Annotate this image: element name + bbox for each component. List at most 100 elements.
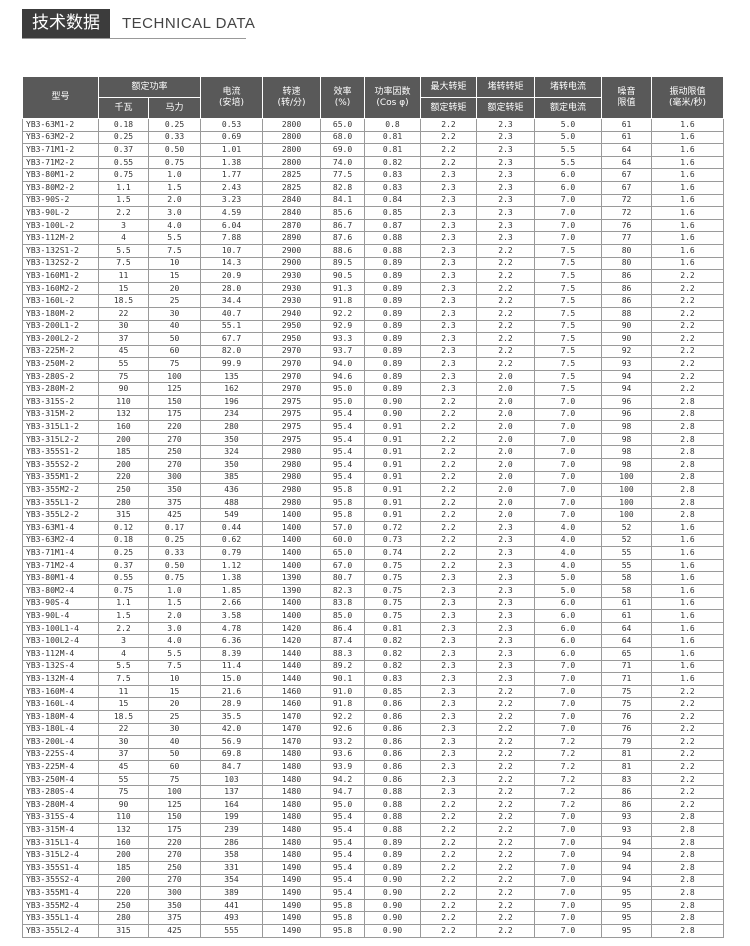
value-cell: 2.3 xyxy=(476,558,536,573)
table-row: YB3-200L1-2 30 40 55.1 2950 92.9 0.89 2.3 2.2 7.5… xyxy=(22,319,725,334)
value-cell: 95.4 xyxy=(320,420,366,434)
value-cell: 40.7 xyxy=(200,306,264,321)
model-cell: YB3-315L2-2 xyxy=(22,432,99,447)
value-cell: 1440 xyxy=(262,672,322,686)
value-cell: 0.84 xyxy=(364,193,422,208)
value-cell: 2900 xyxy=(262,243,322,258)
value-cell: 0.88 xyxy=(364,243,422,258)
table-row: YB3-355L1-4 280 375 493 1490 95.8 0.90 2.2 2.2 7.… xyxy=(22,911,725,925)
value-cell: 94 xyxy=(601,835,653,850)
value-cell: 45 xyxy=(98,344,149,359)
table-head: 型号 额定功率 电流 (安培) 转速 (转/分) 效率 (%) 功率因数 (Cos φ)… xyxy=(22,76,725,119)
table-row: YB3-160M1-2 11 15 20.9 2930 90.5 0.89 2.3 2.2 7.5… xyxy=(22,269,725,283)
value-cell: 175 xyxy=(147,407,202,422)
value-cell: 3.0 xyxy=(147,621,202,636)
header-text: 功率因数 xyxy=(374,86,411,97)
value-cell: 2.3 xyxy=(420,306,478,321)
table-row: YB3-160M2-2 15 20 28.0 2930 91.3 0.89 2.3 2.2 7.5… xyxy=(22,281,725,296)
value-cell: 2.2 xyxy=(476,243,536,258)
value-cell: 5.0 xyxy=(534,130,603,145)
value-cell: 95.4 xyxy=(320,470,366,485)
value-cell: 0.89 xyxy=(364,369,422,384)
value-cell: 95.4 xyxy=(320,861,366,875)
value-cell: 2.8 xyxy=(651,924,725,938)
value-cell: 90 xyxy=(98,798,149,812)
value-cell: 2.2 xyxy=(651,735,725,749)
value-cell: 1390 xyxy=(262,571,322,585)
value-cell: 0.18 xyxy=(98,533,149,548)
model-cell: YB3-315S-2 xyxy=(22,395,99,409)
value-cell: 0.87 xyxy=(364,218,422,233)
value-cell: 2.2 xyxy=(420,810,478,825)
value-cell: 7.5 xyxy=(98,672,149,686)
value-cell: 1.6 xyxy=(651,546,725,560)
value-cell: 64 xyxy=(601,155,653,170)
value-cell: 50 xyxy=(147,747,202,762)
value-cell: 6.0 xyxy=(534,180,603,195)
value-cell: 2.2 xyxy=(651,747,725,762)
value-cell: 1.6 xyxy=(651,143,725,157)
value-cell: 7.5 xyxy=(147,659,202,674)
value-cell: 91.8 xyxy=(320,697,366,711)
value-cell: 0.75 xyxy=(98,168,149,182)
value-cell: 2.8 xyxy=(651,835,725,850)
value-cell: 1.6 xyxy=(651,621,725,636)
value-cell: 2.2 xyxy=(476,306,536,321)
value-cell: 0.91 xyxy=(364,432,422,447)
value-cell: 0.17 xyxy=(147,521,202,535)
value-cell: 74.0 xyxy=(320,155,366,170)
value-cell: 1400 xyxy=(262,546,322,560)
value-cell: 7.0 xyxy=(534,193,603,208)
table-row: YB3-315L2-4 200 270 358 1480 95.4 0.89 2.2 2.2 7.… xyxy=(22,848,725,863)
value-cell: 0.91 xyxy=(364,483,422,497)
value-cell: 0.86 xyxy=(364,760,422,774)
value-cell: 103 xyxy=(200,772,264,787)
value-cell: 1390 xyxy=(262,583,322,598)
value-cell: 2.8 xyxy=(651,861,725,875)
value-cell: 55 xyxy=(98,357,149,371)
value-cell: 1400 xyxy=(262,508,322,522)
model-cell: YB3-280M-4 xyxy=(22,798,99,812)
table-row: YB3-80M2-4 0.75 1.0 1.85 1390 82.3 0.75 2.3 2.3 5… xyxy=(22,583,725,598)
section-title: 技术数据 xyxy=(22,9,110,38)
value-cell: 2.2 xyxy=(651,369,725,384)
table-row: YB3-90L-4 1.5 2.0 3.58 1400 85.0 0.75 2.3 2.3 6.0… xyxy=(22,609,725,623)
value-cell: 2.2 xyxy=(476,319,536,334)
value-cell: 2.2 xyxy=(420,495,478,510)
value-cell: 3.58 xyxy=(200,609,264,623)
model-cell: YB3-355S1-4 xyxy=(22,861,99,875)
value-cell: 0.91 xyxy=(364,508,422,522)
value-cell: 2.8 xyxy=(651,886,725,900)
value-cell: 76 xyxy=(601,709,653,724)
value-cell: 2.3 xyxy=(420,294,478,308)
value-cell: 3 xyxy=(98,634,149,648)
table-row: YB3-355M2-2 250 350 436 2980 95.8 0.91 2.2 2.0 7.… xyxy=(22,483,725,497)
value-cell: 0.89 xyxy=(364,848,422,863)
value-cell: 2.3 xyxy=(420,659,478,674)
value-cell: 100 xyxy=(601,470,653,485)
value-cell: 110 xyxy=(98,810,149,825)
value-cell: 55 xyxy=(601,546,653,560)
value-cell: 2975 xyxy=(262,420,322,434)
value-cell: 2.2 xyxy=(476,332,536,346)
value-cell: 2.2 xyxy=(476,886,536,900)
value-cell: 1490 xyxy=(262,861,322,875)
value-cell: 4.0 xyxy=(534,558,603,573)
value-cell: 1.6 xyxy=(651,218,725,233)
table-row: YB3-225S-4 37 50 69.8 1480 93.6 0.86 2.3 2.2 7.2 8… xyxy=(22,747,725,762)
value-cell: 1490 xyxy=(262,924,322,938)
table-row: YB3-180M-2 22 30 40.7 2940 92.2 0.89 2.3 2.2 7.5 8… xyxy=(22,306,725,321)
value-cell: 0.8 xyxy=(364,118,422,132)
header-text: 噪音 xyxy=(617,86,636,97)
value-cell: 2.3 xyxy=(476,571,536,585)
value-cell: 0.88 xyxy=(364,810,422,825)
value-cell: 96 xyxy=(601,395,653,409)
value-cell: 0.90 xyxy=(364,886,422,900)
model-cell: YB3-112M-4 xyxy=(22,646,99,661)
table-row: YB3-355S1-4 185 250 331 1490 95.4 0.89 2.2 2.2 7.… xyxy=(22,861,725,875)
value-cell: 0.75 xyxy=(98,583,149,598)
value-cell: 110 xyxy=(98,395,149,409)
value-cell: 90 xyxy=(601,332,653,346)
value-cell: 100 xyxy=(601,508,653,522)
value-cell: 0.89 xyxy=(364,861,422,875)
